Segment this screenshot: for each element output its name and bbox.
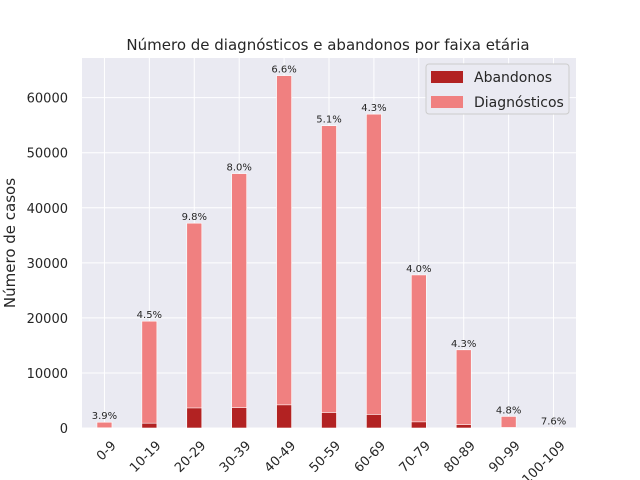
- bar-diagnosticos-70-79: [411, 274, 427, 429]
- x-tick-label: 100-109: [520, 438, 569, 480]
- bar-diagnosticos-90-99: [500, 416, 517, 429]
- x-axis-ticks: 0-9 10-19 20-29 30-39 40-49 50-59 60-69 70-79 80…: [94, 438, 569, 480]
- bar-abandonos-60-69: [366, 414, 382, 429]
- bar-abandonos-10-19: [141, 422, 158, 429]
- bar-diagnosticos-50-59: [321, 125, 337, 429]
- y-axis-label: Número de casos: [1, 178, 19, 308]
- legend-swatch-1: [431, 96, 463, 108]
- y-tick-label: 30000: [27, 257, 68, 272]
- data-label-90-99: 4.8%: [496, 405, 521, 416]
- y-tick-label: 50000: [27, 147, 68, 162]
- data-label-70-79: 4.0%: [406, 264, 431, 275]
- y-tick-label: 20000: [27, 312, 68, 327]
- data-label-60-69: 4.3%: [361, 103, 386, 114]
- data-label-0-9: 3.9%: [92, 411, 117, 422]
- bar-diagnosticos-80-89: [455, 349, 472, 429]
- x-tick-label: 70-79: [397, 438, 434, 475]
- x-tick-label: 0-9: [94, 438, 120, 464]
- data-label-40-49: 6.6%: [271, 65, 296, 76]
- data-label-50-59: 5.1%: [316, 115, 341, 126]
- x-tick-label: 80-89: [442, 438, 479, 475]
- y-tick-label: 60000: [27, 92, 68, 107]
- data-labels: 3.9% 4.5% 9.8% 8.0% 6.6% 5.1% 4.3% 4.0% 4.3% 4.8%…: [92, 65, 566, 428]
- bar-diagnosticos-10-19: [141, 320, 158, 429]
- bar-abandonos-50-59: [321, 412, 337, 429]
- data-label-100-109: 7.6%: [541, 416, 566, 427]
- y-tick-label: 10000: [27, 367, 68, 382]
- bar-diagnosticos-0-9: [96, 421, 113, 429]
- y-axis-ticks: 0 10000 20000 30000 40000 50000 60000: [27, 92, 68, 437]
- y-tick-label: 40000: [27, 202, 68, 217]
- x-tick-label: 10-19: [127, 438, 164, 475]
- x-tick-label: 50-59: [307, 438, 344, 475]
- bar-diagnosticos-60-69: [366, 113, 382, 429]
- bars: [96, 75, 562, 429]
- bar-abandonos-70-79: [411, 421, 427, 429]
- x-tick-label: 60-69: [352, 438, 389, 475]
- data-label-80-89: 4.3%: [451, 339, 476, 350]
- y-tick-label: 0: [60, 422, 68, 437]
- data-label-20-29: 9.8%: [182, 212, 207, 223]
- data-label-10-19: 4.5%: [137, 310, 162, 321]
- data-label-30-39: 8.0%: [226, 163, 251, 174]
- x-tick-label: 20-29: [172, 438, 209, 475]
- legend-label-0: Abandonos: [474, 70, 552, 86]
- x-tick-label: 30-39: [217, 438, 254, 475]
- bar-abandonos-30-39: [231, 407, 247, 429]
- x-tick-label: 40-49: [262, 438, 299, 475]
- bar-abandonos-80-89: [455, 424, 472, 429]
- bar-abandonos-20-29: [186, 407, 203, 429]
- chart-title: Número de diagnósticos e abandonos por f…: [126, 36, 529, 54]
- legend: Abandonos Diagnósticos: [425, 63, 570, 115]
- bar-diagnosticos-30-39: [231, 173, 247, 429]
- x-tick-label: 90-99: [486, 438, 523, 475]
- legend-swatch-0: [431, 71, 463, 83]
- bar-abandonos-40-49: [276, 404, 292, 429]
- bar-diagnosticos-40-49: [276, 75, 292, 429]
- bar-abandonos-90-99: [500, 427, 517, 429]
- legend-label-1: Diagnósticos: [474, 95, 564, 111]
- bar-diagnosticos-20-29: [186, 222, 203, 429]
